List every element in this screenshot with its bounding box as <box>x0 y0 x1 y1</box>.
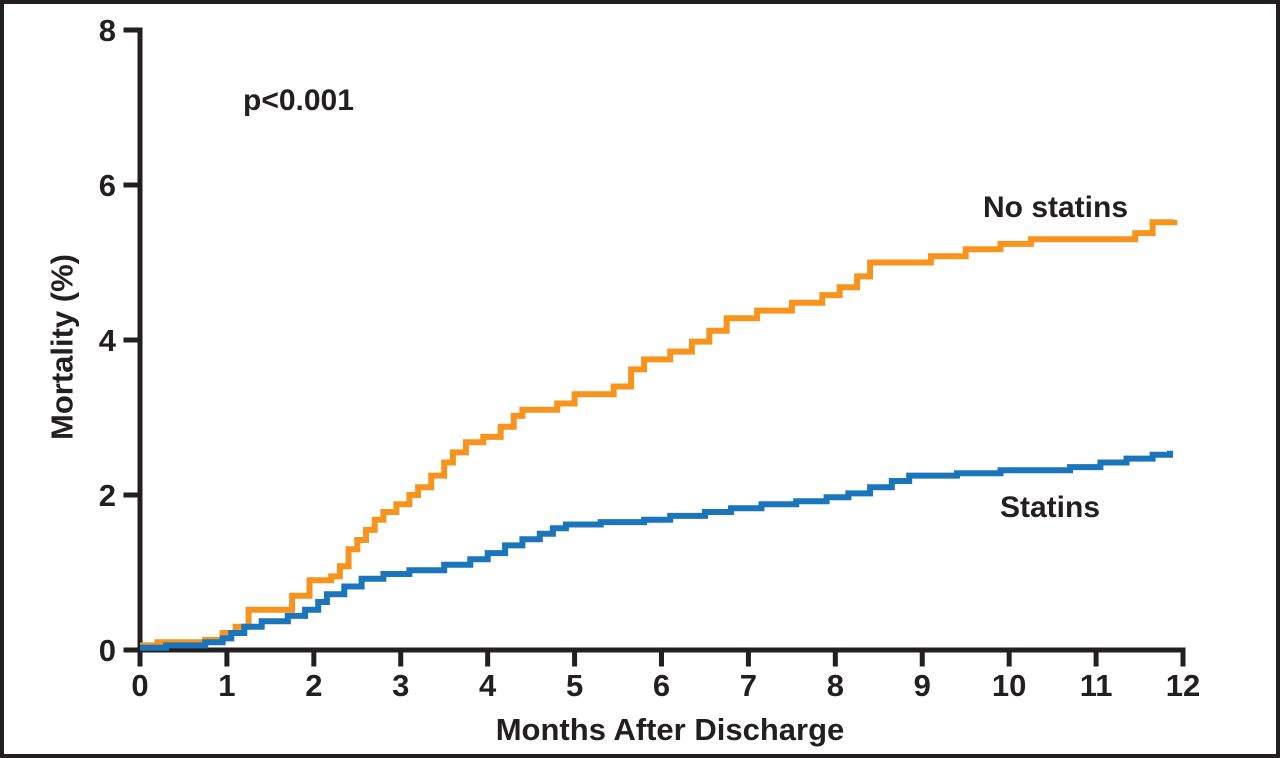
y-tick-label: 8 <box>99 13 116 48</box>
y-tick-label: 6 <box>99 168 116 203</box>
series-curve-no-statins <box>140 219 1178 649</box>
x-tick-label: 12 <box>1166 668 1200 703</box>
x-tick-label: 4 <box>479 668 497 703</box>
y-tick-label: 4 <box>99 323 117 358</box>
x-axis-title: Months After Discharge <box>496 712 845 747</box>
p-value-annotation: p<0.001 <box>243 84 354 117</box>
x-tick-label: 6 <box>653 668 670 703</box>
x-tick-label: 2 <box>305 668 322 703</box>
series-label-statins: Statins <box>1000 491 1100 524</box>
x-tick-label: 11 <box>1080 668 1113 703</box>
series-label-no-statins: No statins <box>983 191 1128 224</box>
x-tick-label: 9 <box>914 668 931 703</box>
y-tick-label: 0 <box>99 633 116 668</box>
series-curve-statins <box>140 450 1173 651</box>
x-tick-label: 8 <box>827 668 844 703</box>
x-tick-label: 5 <box>566 668 583 703</box>
y-tick-label: 2 <box>99 478 116 513</box>
y-axis-title: Mortality (%) <box>45 254 80 440</box>
x-tick-label: 10 <box>992 668 1026 703</box>
x-tick-label: 7 <box>740 668 757 703</box>
x-tick-label: 0 <box>131 668 148 703</box>
x-tick-label: 1 <box>218 668 235 703</box>
x-tick-label: 3 <box>392 668 409 703</box>
